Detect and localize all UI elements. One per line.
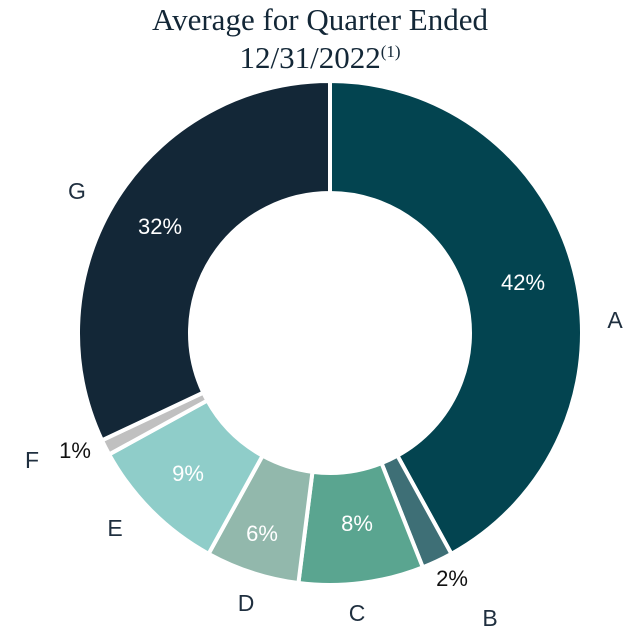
data-label: 42% <box>501 270 545 295</box>
category-label: A <box>607 307 623 333</box>
data-label: 6% <box>246 521 278 546</box>
footnote-ref: (1) <box>381 42 401 61</box>
data-label: 9% <box>172 461 204 486</box>
data-label: 2% <box>436 566 468 591</box>
category-label: C <box>349 600 366 626</box>
chart-title: Average for Quarter Ended <box>152 2 488 37</box>
category-label: B <box>482 605 497 631</box>
chart-title-line: 12/31/2022 <box>239 40 380 75</box>
data-label: 8% <box>341 511 373 536</box>
donut-segment <box>76 78 332 443</box>
data-label: 32% <box>138 214 182 239</box>
category-label: D <box>238 590 255 616</box>
donut-segment <box>328 78 584 557</box>
category-label: F <box>25 447 39 473</box>
category-label: E <box>107 515 122 541</box>
category-label: G <box>68 178 86 204</box>
chart-title: 12/31/2022(1) <box>239 40 400 75</box>
data-label: 1% <box>59 438 91 463</box>
